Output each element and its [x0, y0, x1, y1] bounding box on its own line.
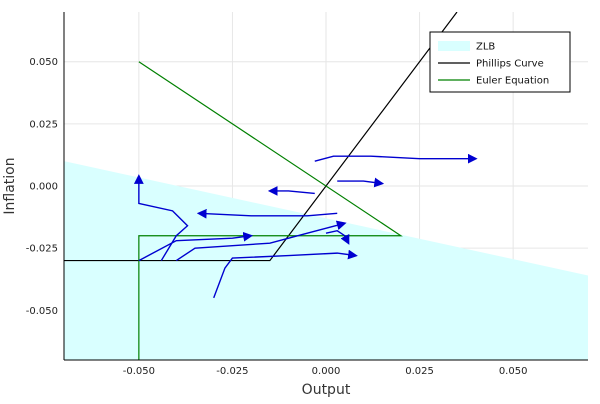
trajectories-layer: [133, 153, 478, 299]
y-tick-label-1: -0.025: [26, 244, 58, 255]
legend: ZLB Phillips Curve Euler Equation: [429, 31, 571, 93]
trajectory-5: [196, 208, 338, 219]
trajectory-2: [213, 249, 358, 299]
series-layer: [64, 12, 588, 360]
legend-label-euler-equation: Euler Equation: [476, 76, 549, 87]
y-axis-label: Inflation: [2, 157, 18, 214]
tick-labels: -0.050 -0.025 0.000 0.025 0.050 -0.050 -0.025 0…: [26, 57, 528, 377]
x-tick-label-2: 0.000: [312, 366, 341, 377]
legend-label-phillips-curve: Phillips Curve: [476, 59, 544, 70]
legend-swatch-zlb: [438, 41, 470, 51]
axes: [63, 12, 588, 361]
trajectory-3: [175, 220, 347, 262]
x-tick-label-4: 0.050: [499, 366, 528, 377]
trajectory-7: [337, 177, 385, 188]
x-tick-label-1: -0.025: [216, 366, 248, 377]
x-tick-label-3: 0.025: [405, 366, 434, 377]
series-phillips-curve-line: [64, 12, 458, 262]
series-euler-equation-line: [138, 61, 403, 360]
trajectory-1: [138, 231, 254, 262]
trajectory-0: [133, 174, 189, 261]
trajectory-6: [267, 186, 315, 196]
trajectory-4: [325, 229, 350, 245]
x-tick-label-0: -0.050: [123, 366, 155, 377]
y-tick-label-3: 0.025: [29, 119, 58, 130]
series-zlb-area: [64, 161, 588, 360]
trajectory-8: [314, 153, 478, 164]
x-axis-label: Output: [302, 382, 351, 398]
y-tick-label-2: 0.000: [29, 182, 58, 193]
y-tick-label-4: 0.050: [29, 57, 58, 68]
y-tick-label-0: -0.050: [26, 306, 58, 317]
legend-label-zlb: ZLB: [476, 42, 495, 53]
